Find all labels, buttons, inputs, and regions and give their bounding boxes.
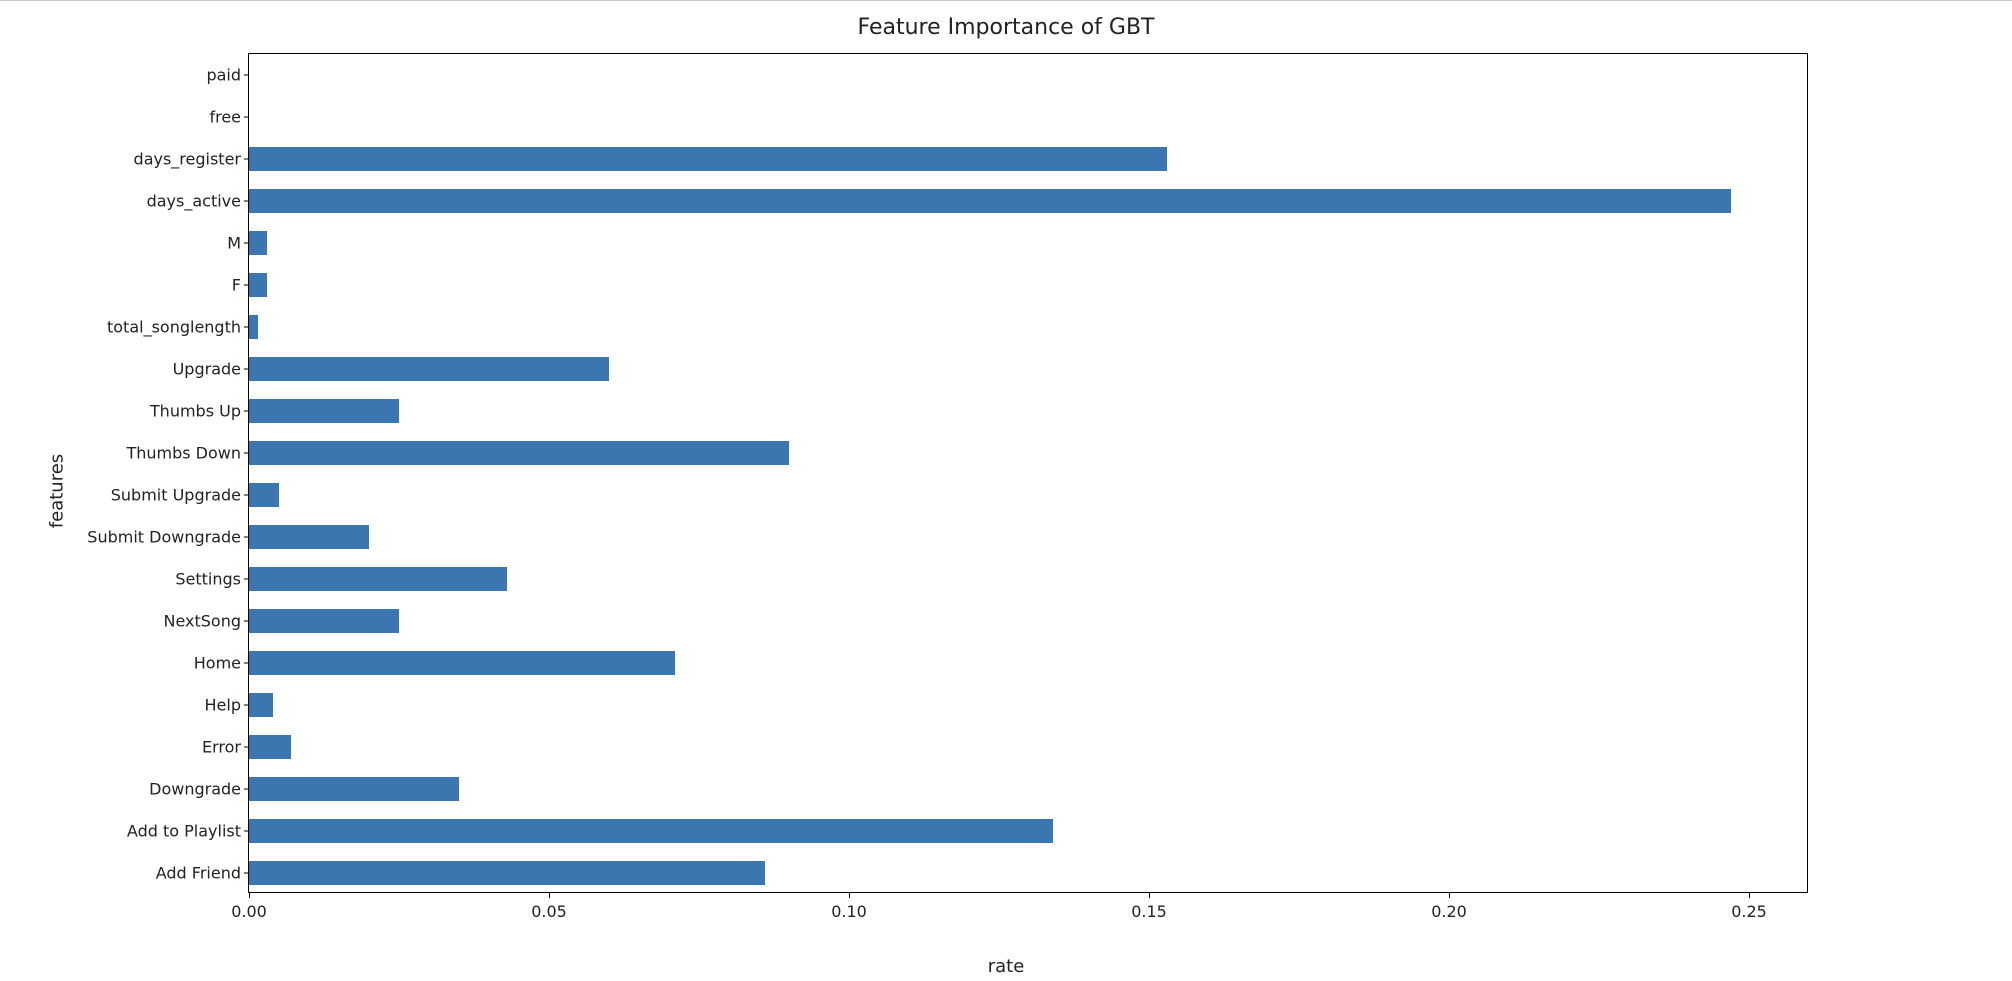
bar (249, 189, 1731, 212)
x-tick-mark (1749, 892, 1750, 898)
x-tick-mark (1149, 892, 1150, 898)
y-tick-mark (244, 117, 249, 118)
y-tick-label: Add to Playlist (127, 822, 241, 841)
bar (249, 525, 369, 548)
y-axis-label: features (47, 454, 68, 528)
x-tick-mark (1449, 892, 1450, 898)
bar (249, 735, 291, 758)
y-tick-label: Thumbs Up (150, 402, 241, 421)
y-tick-label: F (232, 276, 241, 295)
y-tick-mark (244, 285, 249, 286)
bar (249, 441, 789, 464)
bar (249, 315, 258, 338)
x-tick-label: 0.15 (1131, 902, 1167, 921)
plot-area: paidfreedays_registerdays_activeMFtotal_… (248, 53, 1808, 893)
y-tick-mark (244, 243, 249, 244)
bar (249, 777, 459, 800)
y-tick-label: paid (206, 66, 241, 85)
y-tick-mark (244, 369, 249, 370)
y-tick-label: free (209, 108, 241, 127)
y-tick-label: NextSong (163, 612, 241, 631)
y-tick-mark (244, 621, 249, 622)
y-tick-label: Home (194, 654, 241, 673)
x-tick-mark (849, 892, 850, 898)
y-tick-mark (244, 159, 249, 160)
y-tick-mark (244, 747, 249, 748)
y-tick-label: Submit Downgrade (87, 528, 241, 547)
y-tick-label: Error (202, 738, 241, 757)
x-tick-label: 0.20 (1431, 902, 1467, 921)
y-tick-label: Help (205, 696, 241, 715)
y-tick-mark (244, 831, 249, 832)
bar (249, 483, 279, 506)
bar (249, 147, 1167, 170)
bar (249, 651, 675, 674)
y-tick-label: Thumbs Down (126, 444, 241, 463)
y-tick-mark (244, 75, 249, 76)
x-tick-label: 0.25 (1731, 902, 1767, 921)
bar (249, 861, 765, 884)
bar (249, 609, 399, 632)
x-tick-mark (249, 892, 250, 898)
y-tick-mark (244, 201, 249, 202)
y-tick-label: total_songlength (107, 318, 241, 337)
y-tick-mark (244, 789, 249, 790)
bar (249, 273, 267, 296)
x-tick-label: 0.00 (231, 902, 267, 921)
bar (249, 399, 399, 422)
y-tick-label: days_active (147, 192, 241, 211)
y-tick-mark (244, 453, 249, 454)
bar (249, 819, 1053, 842)
x-tick-label: 0.10 (831, 902, 867, 921)
y-tick-mark (244, 705, 249, 706)
y-tick-mark (244, 495, 249, 496)
y-tick-mark (244, 327, 249, 328)
x-tick-label: 0.05 (531, 902, 567, 921)
y-tick-label: days_register (134, 150, 241, 169)
y-tick-mark (244, 663, 249, 664)
y-tick-label: M (227, 234, 241, 253)
y-tick-mark (244, 579, 249, 580)
chart-title: Feature Importance of GBT (0, 15, 2012, 40)
y-tick-label: Upgrade (173, 360, 241, 379)
bar (249, 357, 609, 380)
x-tick-mark (549, 892, 550, 898)
y-tick-label: Submit Upgrade (111, 486, 241, 505)
feature-importance-chart: Feature Importance of GBT features rate … (0, 1, 2012, 981)
x-axis-label: rate (0, 956, 2012, 977)
bar (249, 231, 267, 254)
page: Feature Importance of GBT features rate … (0, 0, 2012, 980)
bar (249, 693, 273, 716)
y-tick-label: Downgrade (149, 780, 241, 799)
y-tick-label: Settings (175, 570, 241, 589)
y-tick-mark (244, 411, 249, 412)
bar (249, 567, 507, 590)
y-tick-label: Add Friend (156, 864, 241, 883)
y-tick-mark (244, 873, 249, 874)
y-tick-mark (244, 537, 249, 538)
